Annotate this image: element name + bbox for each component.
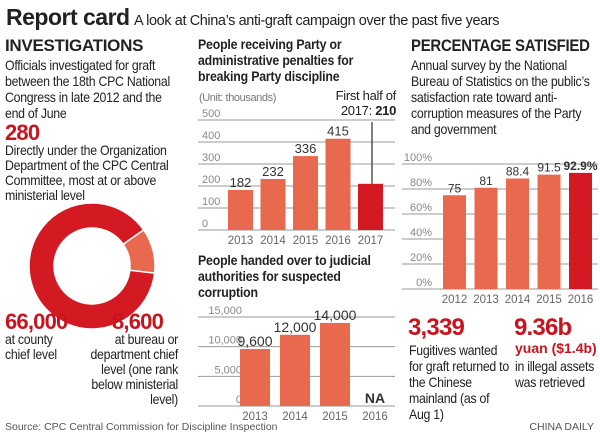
- penalties-title: People receiving Party or administrative…: [198, 36, 354, 84]
- y-tick-label: 40%: [410, 227, 432, 239]
- y-tick-label: 15,000: [208, 305, 242, 317]
- annotation-label: 2017:: [340, 103, 372, 118]
- penalties-chart: 0 100 200 300 400 500 182 2013 232 2014 336 2015 415…: [198, 108, 395, 247]
- y-tick-label: 0: [202, 218, 208, 230]
- bar-2016: [569, 172, 592, 289]
- judicial-chart: 0 5,000 10,000 15,000 9,600 2013 12,000 2014 14,…: [198, 305, 395, 423]
- page-title: Report card: [6, 4, 130, 30]
- y-tick-label: 200: [202, 174, 220, 186]
- x-tick-label: 2013: [242, 411, 268, 423]
- data-label: 232: [262, 164, 284, 179]
- bar-2015: [320, 322, 350, 406]
- data-label: NA: [365, 390, 385, 406]
- bar-2017: [358, 183, 383, 230]
- annotation-value: 210: [375, 103, 396, 118]
- y-tick-label: 500: [202, 108, 220, 120]
- bar-2012: [443, 195, 466, 289]
- y-tick-label: 20%: [410, 252, 432, 264]
- satisfied-heading: PERCENTAGE SATISFIED: [411, 36, 590, 55]
- data-label: 14,000: [314, 307, 357, 323]
- data-label: 336: [295, 141, 317, 156]
- data-label: 88.4: [506, 165, 530, 179]
- data-label: 12,000: [274, 319, 317, 335]
- x-tick-label: 2012: [442, 294, 468, 306]
- x-tick-label: 2014: [505, 294, 531, 306]
- county-text: at county chief level: [5, 331, 57, 362]
- data-label: 415: [327, 124, 349, 139]
- x-tick-label: 2014: [260, 235, 286, 247]
- y-tick-label: 10,000: [208, 335, 242, 347]
- investigations-description: Officials investigated for graft between…: [5, 57, 170, 121]
- x-tick-label: 2014: [282, 411, 308, 423]
- top-officials-text: Directly under the Organization Departme…: [5, 142, 169, 203]
- header: Report card A look at China’s anti-graft…: [6, 4, 499, 31]
- bureau-value: 8,600: [112, 309, 164, 334]
- bureau-text: at bureau or department chief level (one…: [90, 331, 178, 407]
- donut-slice-county: [28, 202, 156, 330]
- x-tick-label: 2016: [362, 411, 388, 423]
- bar-2015: [537, 174, 561, 289]
- data-label: 75: [448, 181, 462, 195]
- y-tick-label: 80%: [410, 177, 432, 189]
- bar-2013: [474, 187, 498, 289]
- x-tick-label: 2013: [228, 235, 254, 247]
- y-tick-label: 400: [202, 130, 220, 142]
- x-tick-label: 2015: [536, 294, 562, 306]
- data-label: 81: [479, 174, 493, 188]
- unit-label: (Unit: thousands): [199, 92, 276, 104]
- x-tick-label: 2016: [568, 294, 594, 306]
- brand-logo: CHINA DAILY: [529, 421, 594, 433]
- first-half-annotation: First half of 2017: 210: [318, 88, 397, 118]
- y-tick-label: 60%: [410, 202, 432, 214]
- judicial-title: People handed over to judicial authoriti…: [198, 252, 371, 300]
- assets-text: in illegal assets was retrieved: [515, 358, 595, 390]
- x-tick-label: 2013: [473, 294, 499, 306]
- y-tick-label: 0%: [416, 277, 432, 289]
- assets-value: 9.36b: [514, 314, 572, 341]
- bar-2014: [260, 178, 286, 230]
- bar-2013: [240, 349, 270, 406]
- y-tick-label: 100: [202, 196, 220, 208]
- assets-unit: yuan ($1.4b): [515, 340, 597, 356]
- bar-2016: [325, 138, 351, 230]
- data-label: 9,600: [237, 333, 272, 349]
- data-label: 92.9%: [563, 159, 597, 173]
- bar-2014: [506, 178, 529, 289]
- x-tick-label: 2017: [358, 235, 384, 247]
- bar-2015: [293, 156, 318, 230]
- bar-2014: [280, 334, 310, 406]
- data-label: 91.5: [537, 161, 561, 175]
- y-tick-label: 5,000: [214, 364, 242, 376]
- satisfied-chart: 0% 20% 40% 60% 80% 100% 75 2012 81 2013 88.4 2014 91…: [402, 152, 598, 306]
- source-note: Source: CPC Central Commission for Disci…: [5, 421, 278, 433]
- donut-chart: [28, 202, 156, 330]
- page-subtitle: A look at China’s anti-graft campaign ov…: [134, 13, 500, 29]
- x-tick-label: 2015: [322, 411, 348, 423]
- data-label: 182: [230, 175, 252, 190]
- county-value: 66,000: [5, 309, 68, 334]
- fugitives-value: 3,339: [408, 314, 465, 341]
- investigations-heading: INVESTIGATIONS: [5, 36, 144, 55]
- satisfied-description: Annual survey by the National Bureau of …: [411, 57, 590, 137]
- y-tick-label: 0: [236, 394, 242, 406]
- top-officials-value: 280: [5, 120, 40, 145]
- fugitives-text: Fugitives wanted for graft returned to t…: [409, 342, 509, 422]
- x-tick-label: 2015: [293, 235, 319, 247]
- annotation-prefix: First half of: [335, 88, 397, 103]
- x-tick-label: 2016: [325, 235, 351, 247]
- bar-2013: [228, 189, 253, 230]
- y-tick-label: 100%: [404, 152, 432, 164]
- y-tick-label: 300: [202, 152, 220, 164]
